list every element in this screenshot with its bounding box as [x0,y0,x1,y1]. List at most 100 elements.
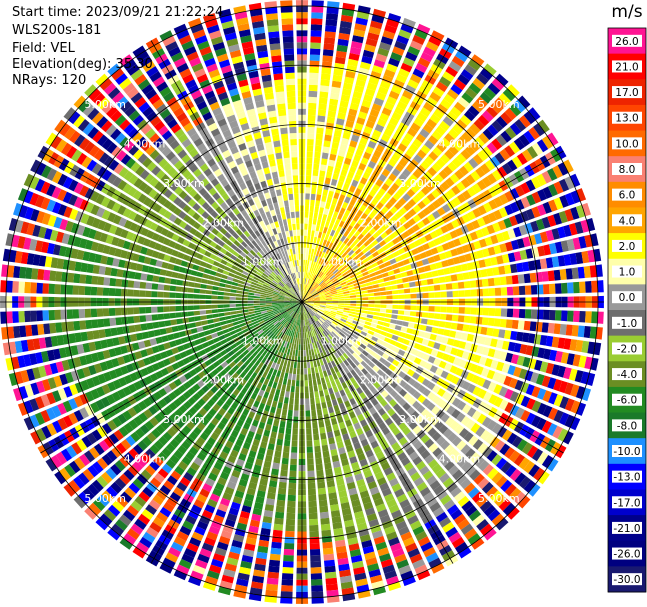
velocity-gate [439,472,450,484]
velocity-gate [402,365,410,374]
velocity-gate [281,573,294,580]
velocity-gate [309,78,319,86]
velocity-gate [260,472,269,480]
velocity-gate [350,303,357,306]
velocity-gate [316,287,322,292]
velocity-gate [186,467,197,477]
velocity-gate [308,311,313,317]
velocity-gate [392,403,402,412]
velocity-gate [403,383,412,392]
velocity-gate [397,362,405,370]
velocity-gate [567,282,574,294]
velocity-gate [384,101,395,111]
velocity-gate [412,456,423,466]
velocity-gate [268,565,280,573]
velocity-gate [332,373,338,380]
velocity-gate [442,477,454,488]
velocity-gate [360,316,367,321]
velocity-gate [390,52,403,62]
velocity-gate [205,304,212,309]
velocity-gate [229,296,236,300]
velocity-gate [304,205,309,212]
velocity-gate [377,188,386,197]
velocity-gate [512,286,520,296]
velocity-gate [309,385,314,393]
velocity-gate [284,334,288,341]
velocity-gate [246,487,256,496]
velocity-gate [139,281,147,289]
velocity-gate [242,441,251,450]
velocity-gate [335,335,342,342]
velocity-gate [322,314,328,319]
velocity-gate [302,320,304,327]
velocity-gate [412,372,420,380]
velocity-gate [222,492,233,501]
velocity-gate [391,153,401,162]
velocity-gate [433,484,445,496]
velocity-gate [302,290,304,296]
velocity-gate [525,248,534,259]
velocity-gate [536,173,547,187]
velocity-gate [419,359,427,368]
velocity-gate [329,324,336,330]
velocity-gate [405,163,415,173]
velocity-gate [338,194,346,202]
velocity-gate [432,506,445,518]
velocity-gate [310,361,314,368]
velocity-gate [265,303,272,305]
velocity-gate [321,402,327,409]
velocity-gate [511,156,523,169]
velocity-gate [330,322,337,328]
velocity-gate [471,491,484,503]
velocity-gate [386,122,396,132]
velocity-gate [276,344,281,351]
velocity-gate [326,299,333,302]
velocity-gate [500,112,513,125]
velocity-gate [312,267,316,274]
velocity-gate [278,481,287,489]
velocity-gate [187,305,194,311]
velocity-gate [325,293,332,297]
velocity-gate [359,419,368,427]
velocity-gate [344,209,351,217]
velocity-gate [342,82,353,91]
velocity-gate [493,277,501,286]
velocity-gate [207,319,214,324]
velocity-gate [423,332,431,339]
velocity-gate [302,271,305,278]
velocity-gate [462,272,470,280]
velocity-gate [365,265,373,271]
velocity-gate [549,242,558,255]
velocity-gate [307,470,315,478]
velocity-gate [307,325,311,332]
velocity-gate [49,270,57,282]
velocity-gate [463,315,471,323]
velocity-gate [340,14,354,23]
velocity-gate [373,59,386,69]
velocity-gate [297,362,301,369]
velocity-gate [440,413,450,423]
velocity-gate [151,291,158,298]
velocity-gate [502,502,516,516]
velocity-gate [484,258,492,267]
velocity-gate [403,316,410,322]
velocity-gate [420,449,431,460]
velocity-gate [451,219,460,229]
velocity-gate [315,133,323,141]
velocity-gate [280,591,293,598]
velocity-gate [326,400,333,408]
velocity-gate [169,491,181,503]
velocity-gate [237,392,245,400]
velocity-gate [253,305,260,308]
velocity-gate [292,337,296,344]
velocity-gate [453,513,467,526]
velocity-gate [256,452,265,461]
velocity-gate [171,271,179,279]
velocity-gate [284,433,291,441]
velocity-gate [400,137,411,147]
velocity-gate [229,475,239,484]
velocity-gate [507,84,520,97]
velocity-gate [513,342,522,353]
velocity-gate [329,286,336,291]
velocity-gate [330,504,340,512]
